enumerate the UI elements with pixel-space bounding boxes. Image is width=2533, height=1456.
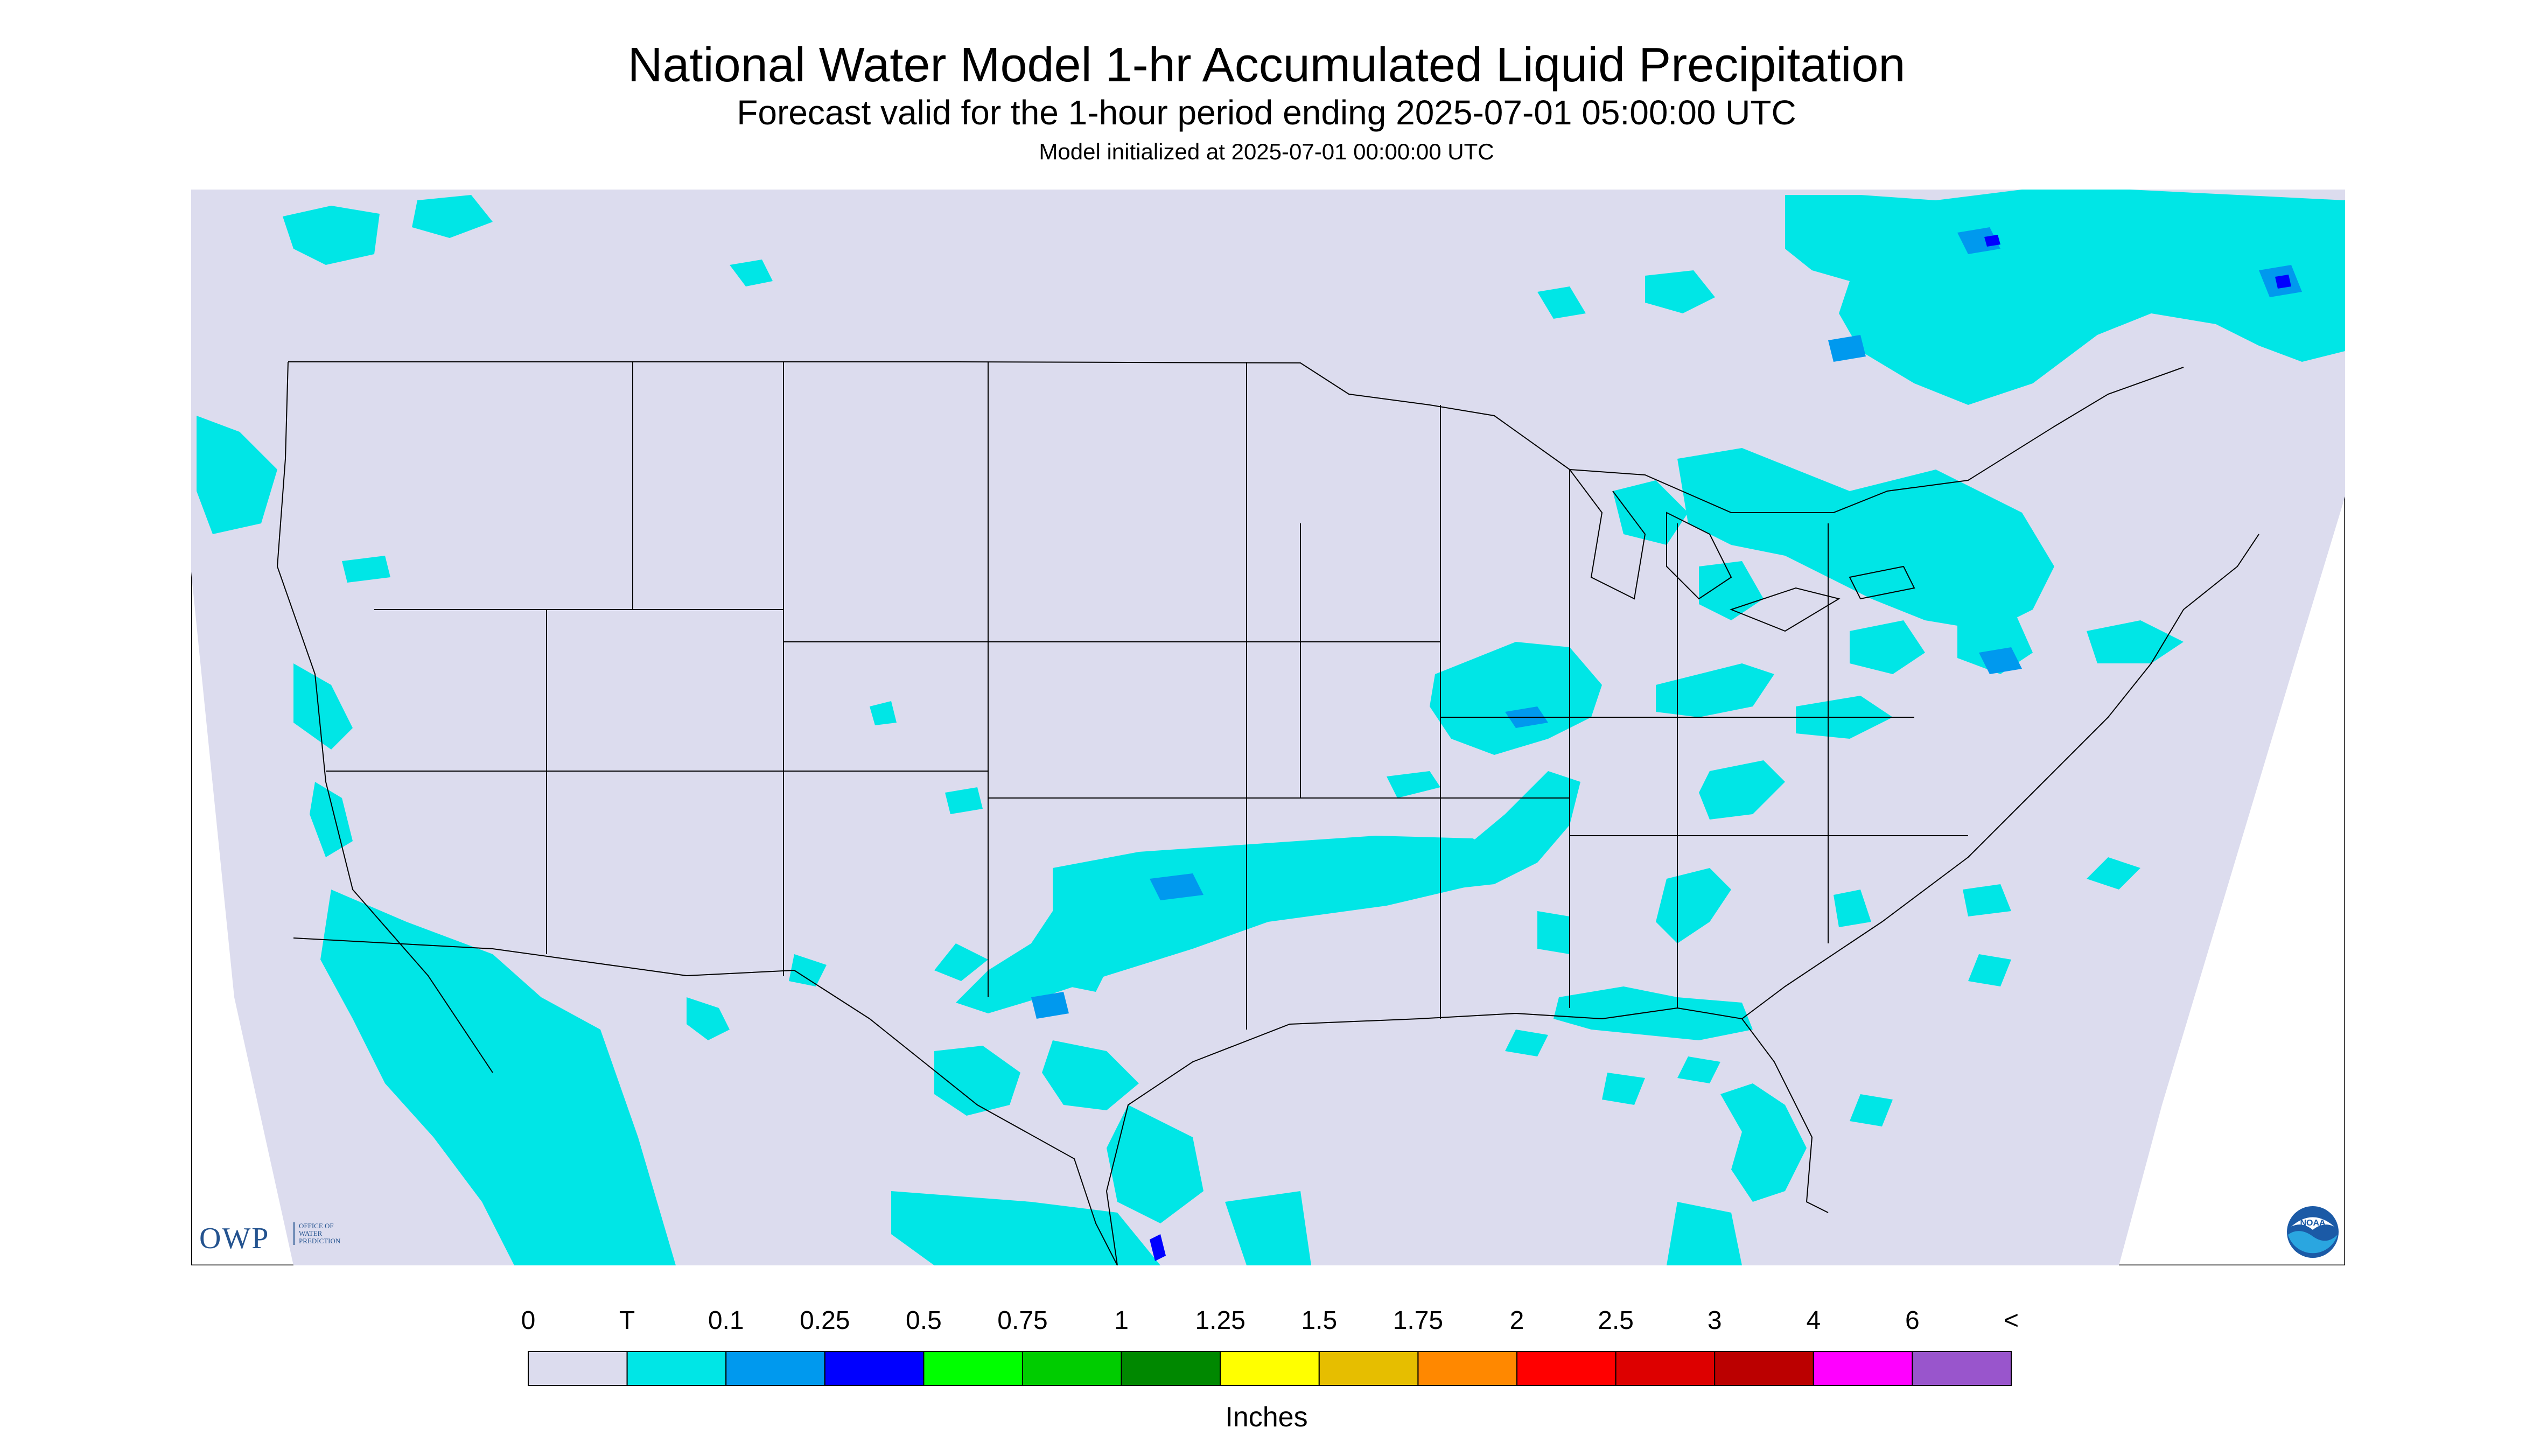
colorbar-tick-label: T [619,1306,635,1335]
colorbar-box-6 [1121,1351,1221,1386]
colorbar-box-5 [1022,1351,1122,1386]
precipitation-map [191,190,2345,1265]
precip-trace-areas [197,190,2345,1265]
owp-logo: OWP OFFICE OF WATER PREDICTION [199,1221,340,1256]
colorbar-box-12 [1714,1351,1814,1386]
colorbar-tick-label: 1 [1114,1306,1129,1335]
colorbar-box-9 [1417,1351,1517,1386]
colorbar-box-14 [1912,1351,2012,1386]
colorbar-tick-label: 2 [1510,1306,1524,1335]
colorbar-box-0 [528,1351,628,1386]
colorbar-box-4 [923,1351,1024,1386]
colorbar-box-8 [1318,1351,1419,1386]
colorbar-tick-labels: 0 T 0.1 0.25 0.5 0.75 1 1.25 1.5 1.75 2 2.5 3 4 6 < [521,1306,2019,1335]
colorbar-units-label: Inches [1225,1402,1308,1433]
political-borders [276,361,2259,1265]
precip-highest-areas [1150,235,2291,1261]
noaa-logo: NOAA [2287,1206,2339,1258]
colorbar-tick-label: 1.75 [1393,1306,1443,1335]
colorbar-tick-label: 1.5 [1301,1306,1337,1335]
colorbar-tick-label: < [2004,1306,2019,1335]
colorbar-boxes [528,1351,2012,1386]
owp-logo-subtext: OFFICE OF WATER PREDICTION [293,1222,363,1245]
map-subtitle: Forecast valid for the 1-hour period end… [737,93,1796,132]
colorbar-tick-label: 0.25 [800,1306,850,1335]
colorbar-box-11 [1615,1351,1716,1386]
colorbar-tick-label: 0.5 [906,1306,942,1335]
colorbar-tick-label: 0.1 [708,1306,744,1335]
colorbar-tick-label: 0 [521,1306,536,1335]
svg-text:NOAA: NOAA [2300,1219,2326,1228]
model-domain [191,190,2345,1265]
colorbar-tick-label: 2.5 [1598,1306,1634,1335]
colorbar-box-2 [725,1351,825,1386]
colorbar-box-10 [1516,1351,1617,1386]
colorbar-box-3 [824,1351,925,1386]
colorbar-box-13 [1813,1351,1913,1386]
colorbar-tick-label: 1.25 [1195,1306,1245,1335]
colorbar-tick-label: 3 [1708,1306,1722,1335]
colorbar-tick-label: 0.75 [997,1306,1047,1335]
colorbar-tick-label: 6 [1905,1306,1920,1335]
model-init-line: Model initialized at 2025-07-01 00:00:00… [1039,139,1494,164]
colorbar-box-7 [1220,1351,1320,1386]
map-title: National Water Model 1-hr Accumulated Li… [627,38,1906,92]
colorbar-tick-label: 4 [1806,1306,1821,1335]
colorbar-box-1 [626,1351,727,1386]
